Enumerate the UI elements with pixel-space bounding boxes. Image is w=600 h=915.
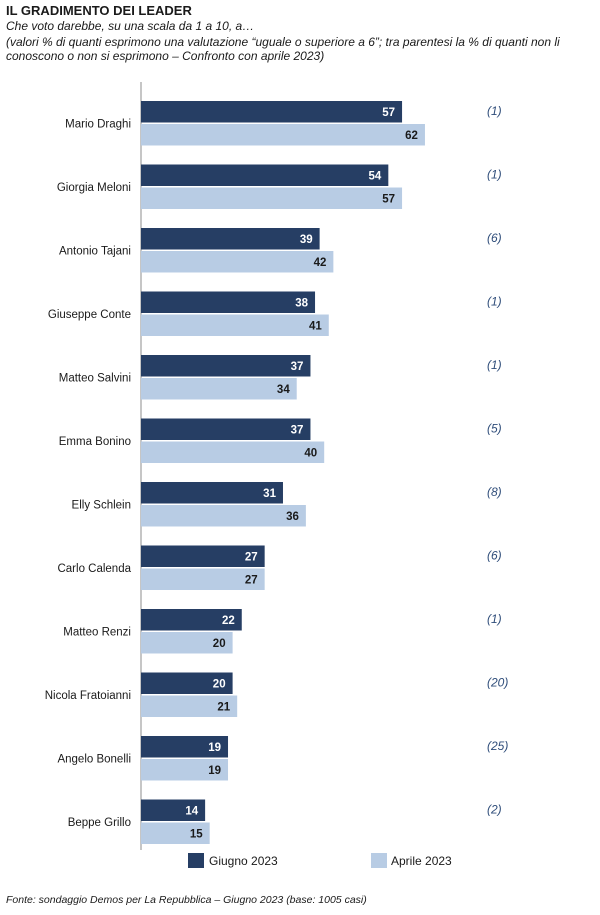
unknown-percentage-label: (5): [487, 422, 502, 436]
legend-label-aprile: Aprile 2023: [391, 854, 452, 868]
data-label: 19: [208, 765, 221, 777]
data-label: 39: [300, 234, 313, 246]
bar-giugno-2023: [141, 228, 320, 250]
bar-aprile-2023: [141, 822, 210, 844]
data-label: 20: [213, 678, 226, 690]
unknown-percentage-label: (6): [487, 549, 502, 563]
data-label: 40: [304, 447, 317, 459]
bar-giugno-2023: [141, 672, 233, 694]
unknown-percentage-label: (1): [487, 168, 502, 182]
chart-subtitle: Che voto darebbe, su una scala da 1 a 10…: [6, 19, 255, 33]
data-label: 62: [405, 130, 418, 142]
bar-aprile-2023: [141, 568, 265, 590]
data-label: 37: [291, 361, 304, 373]
bar-aprile-2023: [141, 187, 403, 209]
bar-aprile-2023: [141, 124, 425, 146]
category-label: Mario Draghi: [65, 118, 131, 130]
data-label: 38: [295, 297, 308, 309]
unknown-percentage-label: (6): [487, 231, 502, 245]
bar-giugno-2023: [141, 736, 229, 758]
data-label: 41: [309, 320, 322, 332]
category-label: Emma Bonino: [59, 436, 131, 448]
data-label: 21: [217, 701, 230, 713]
unknown-percentage-label: (1): [487, 612, 502, 626]
unknown-percentage-label: (25): [487, 739, 508, 753]
legend-swatch-aprile: [371, 853, 387, 868]
data-label: 42: [314, 257, 327, 269]
bar-aprile-2023: [141, 505, 306, 527]
bar-giugno-2023: [141, 418, 311, 440]
category-label: Beppe Grillo: [68, 817, 131, 829]
bar-giugno-2023: [141, 355, 311, 377]
bar-aprile-2023: [141, 251, 334, 273]
unknown-percentage-label: (1): [487, 295, 502, 309]
bar-giugno-2023: [141, 482, 283, 504]
bar-aprile-2023: [141, 378, 297, 400]
data-label: 27: [245, 551, 258, 563]
category-label: Carlo Calenda: [57, 563, 131, 575]
bar-aprile-2023: [141, 441, 325, 463]
bar-giugno-2023: [141, 609, 242, 631]
data-label: 57: [382, 107, 395, 119]
legend-swatch-giugno: [188, 853, 204, 868]
data-label: 27: [245, 574, 258, 586]
bar-giugno-2023: [141, 164, 389, 186]
category-label: Antonio Tajani: [59, 245, 131, 257]
data-label: 34: [277, 384, 290, 396]
source-note: Fonte: sondaggio Demos per La Repubblica…: [6, 894, 367, 906]
category-label: Giorgia Meloni: [57, 182, 131, 194]
data-label: 22: [222, 615, 235, 627]
data-label: 31: [263, 488, 276, 500]
bar-aprile-2023: [141, 314, 329, 336]
category-label: Matteo Renzi: [63, 626, 131, 638]
bar-giugno-2023: [141, 799, 206, 821]
data-label: 19: [208, 742, 221, 754]
unknown-percentage-label: (1): [487, 358, 502, 372]
legend-label-giugno: Giugno 2023: [209, 854, 278, 868]
category-label: Giuseppe Conte: [48, 309, 131, 321]
data-label: 20: [213, 638, 226, 650]
bar-giugno-2023: [141, 101, 403, 123]
data-label: 15: [190, 828, 203, 840]
data-label: 36: [286, 511, 299, 523]
unknown-percentage-label: (8): [487, 485, 502, 499]
category-label: Angelo Bonelli: [57, 753, 131, 765]
bar-giugno-2023: [141, 545, 265, 567]
category-label: Nicola Fratoianni: [45, 690, 131, 702]
chart-note: (valori % di quanti esprimono una valuta…: [6, 35, 560, 63]
unknown-percentage-label: (20): [487, 676, 508, 690]
bar-aprile-2023: [141, 632, 233, 654]
category-label: Elly Schlein: [72, 499, 131, 511]
bar-aprile-2023: [141, 759, 229, 781]
data-label: 57: [382, 193, 395, 205]
bar-giugno-2023: [141, 291, 316, 313]
data-label: 37: [291, 424, 304, 436]
bar-aprile-2023: [141, 695, 238, 717]
data-label: 54: [369, 170, 382, 182]
data-label: 14: [185, 805, 198, 817]
unknown-percentage-label: (2): [487, 803, 502, 817]
unknown-percentage-label: (1): [487, 104, 502, 118]
chart-title: IL GRADIMENTO DEI LEADER: [6, 3, 192, 18]
category-label: Matteo Salvini: [59, 372, 131, 384]
